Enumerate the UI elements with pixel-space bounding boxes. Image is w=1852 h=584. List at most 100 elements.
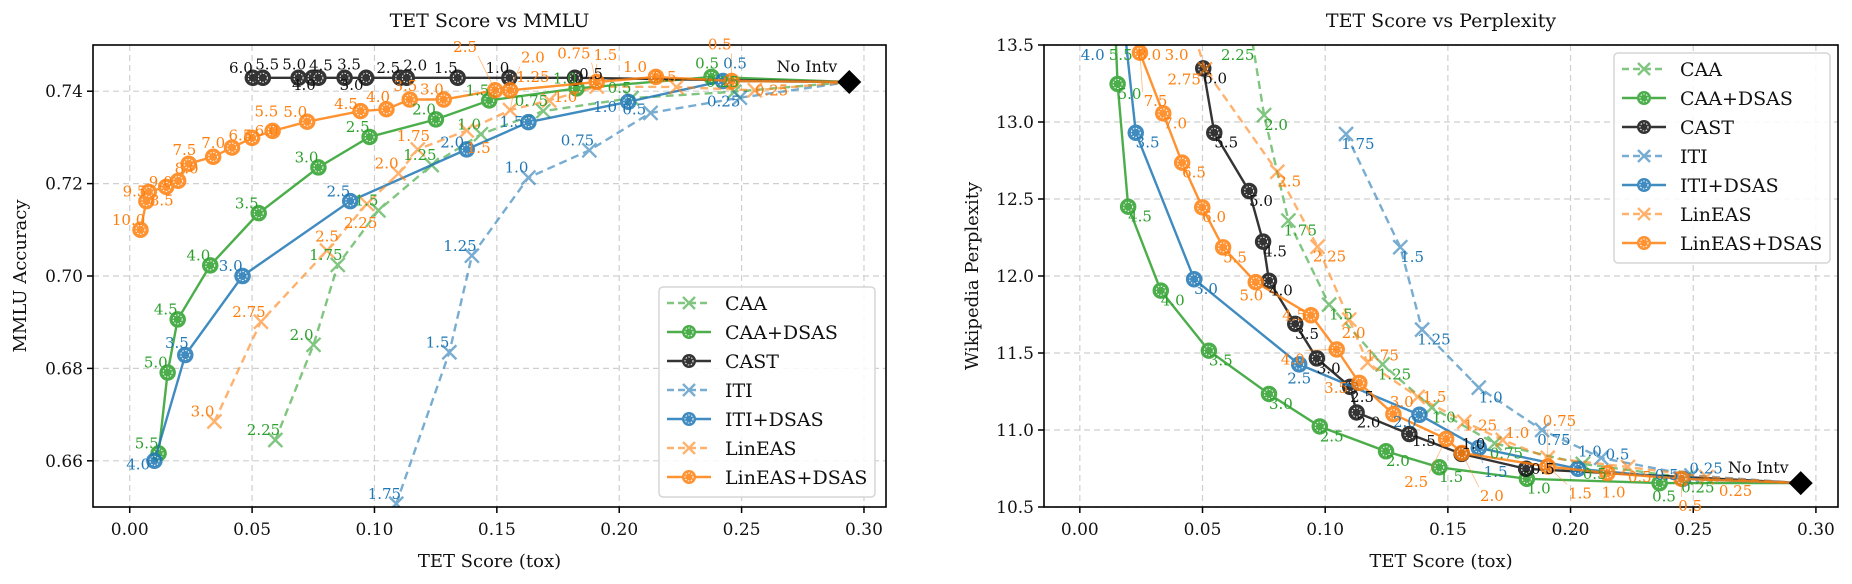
x-marker	[520, 169, 537, 186]
circle-marker-ring	[313, 162, 324, 173]
point-label: 2.0	[375, 155, 399, 173]
series-line-caa-dsas	[1114, 45, 1801, 485]
circle-marker	[1302, 307, 1320, 324]
circle-marker-ring	[149, 455, 160, 466]
circle-marker-ring	[404, 94, 415, 105]
point-label: 1.75	[368, 485, 401, 503]
legend-circle-icon	[682, 354, 696, 368]
circle-marker-ring	[623, 96, 634, 107]
x-marker	[253, 313, 269, 330]
point-label: 0.75	[1543, 412, 1576, 430]
x-marker-stroke	[642, 105, 659, 121]
x-marker-stroke	[1341, 311, 1358, 328]
circle-marker-ring	[438, 94, 449, 105]
circle-marker	[1200, 342, 1218, 359]
series-lineas	[1196, 45, 1801, 485]
x-marker-stroke	[1280, 212, 1297, 229]
x-marker	[1197, 61, 1213, 78]
point-label: 1.0	[1432, 408, 1456, 426]
circle-marker-ring	[339, 72, 350, 83]
series-lineas	[206, 78, 850, 430]
label-leader-line	[477, 55, 496, 91]
x-marker-stroke	[206, 413, 223, 430]
circle-marker	[435, 91, 452, 108]
point-label: 2.5	[326, 182, 350, 200]
x-marker	[1341, 311, 1358, 328]
x-marker-stroke	[668, 79, 685, 95]
legend: CAA CAA+DSAS CAST ITI ITI+DSAS LinEAS LinEAS+D…	[658, 286, 876, 498]
circle-marker-ring	[1158, 108, 1169, 119]
legend-circle-icon	[682, 470, 696, 484]
circle-marker-ring	[1209, 127, 1220, 138]
point-label: 0.5	[608, 79, 632, 97]
legend-item-lineas	[667, 441, 711, 455]
circle-marker-ring	[523, 117, 534, 128]
x-tick-label: 0.05	[233, 520, 271, 540]
x-marker-stroke	[441, 344, 458, 361]
series-cast	[244, 69, 850, 87]
x-marker	[267, 432, 284, 448]
circle-marker-ring	[183, 158, 194, 169]
point-label: 0.5	[1628, 468, 1652, 486]
no-intervention-label: No Intv	[776, 57, 837, 76]
legend-item-caa-dsas	[1622, 91, 1666, 105]
point-label: 4.0	[1281, 350, 1305, 368]
legend-label: ITI+DSAS	[725, 409, 824, 431]
circle-marker	[1308, 350, 1326, 367]
label-leader-line	[1428, 438, 1447, 474]
circle-marker	[1599, 464, 1616, 482]
circle-marker	[1287, 315, 1304, 333]
y-tick-label: 0.68	[45, 359, 83, 379]
x-marker	[1321, 296, 1337, 313]
point-label: 8.0	[1137, 46, 1161, 64]
circle-marker-ring	[247, 132, 258, 143]
circle-marker-ring	[1198, 63, 1209, 74]
legend-frame	[1613, 52, 1831, 264]
x-marker	[370, 202, 387, 219]
legend-circle-ring	[1639, 238, 1649, 248]
legend-circle-ring	[684, 414, 694, 424]
label-leader-line	[1547, 466, 1568, 485]
point-label: 0.5	[1531, 460, 1555, 478]
legend-label: LinEAS	[725, 438, 797, 460]
circle-marker	[520, 113, 537, 131]
x-tick-label: 0.15	[478, 520, 516, 540]
circle-marker	[250, 204, 267, 222]
circle-marker-ring	[135, 224, 146, 235]
x-marker-stroke	[253, 313, 269, 330]
point-label: 2.0	[412, 101, 436, 119]
legend-x-icon	[1637, 149, 1651, 163]
circle-marker-ring	[1203, 345, 1214, 356]
point-label: 4.0	[292, 76, 316, 94]
point-label: 7.5	[172, 141, 196, 159]
legend: CAA CAA+DSAS CAST ITI ITI+DSAS LinEAS LinEAS+D…	[1613, 52, 1831, 264]
legend-circle-ring	[684, 472, 694, 482]
y-tick-label: 11.0	[996, 421, 1034, 441]
point-label: 5.0	[1249, 192, 1273, 210]
point-label: 1.5	[1439, 468, 1463, 486]
legend-x-icon	[682, 296, 696, 310]
series-caa-dsas	[1109, 45, 1801, 492]
x-marker-stroke	[1359, 354, 1376, 371]
circle-marker-ring	[1305, 310, 1316, 321]
circle-marker-ring	[205, 260, 216, 271]
point-label: 3.0	[1317, 359, 1341, 377]
circle-marker	[458, 141, 475, 158]
label-leader-line	[1706, 476, 1719, 483]
point-label: 6.0	[229, 59, 253, 77]
x-marker-stroke	[391, 495, 405, 507]
point-label: 6.0	[255, 122, 279, 140]
circle-marker-ring	[1354, 377, 1365, 388]
circle-marker	[223, 139, 241, 156]
point-label: 1.0	[457, 115, 481, 133]
circle-marker-ring	[1250, 277, 1261, 288]
point-label: 4.0	[186, 247, 210, 265]
legend-item-caa	[667, 296, 711, 310]
point-label: 0.75	[561, 131, 594, 149]
circle-marker	[159, 364, 176, 381]
point-label: 2.0	[1386, 452, 1410, 470]
x-marker-stroke	[1470, 379, 1487, 396]
x-marker	[1392, 239, 1409, 256]
circle-marker	[352, 102, 369, 120]
circle-marker	[180, 155, 197, 172]
